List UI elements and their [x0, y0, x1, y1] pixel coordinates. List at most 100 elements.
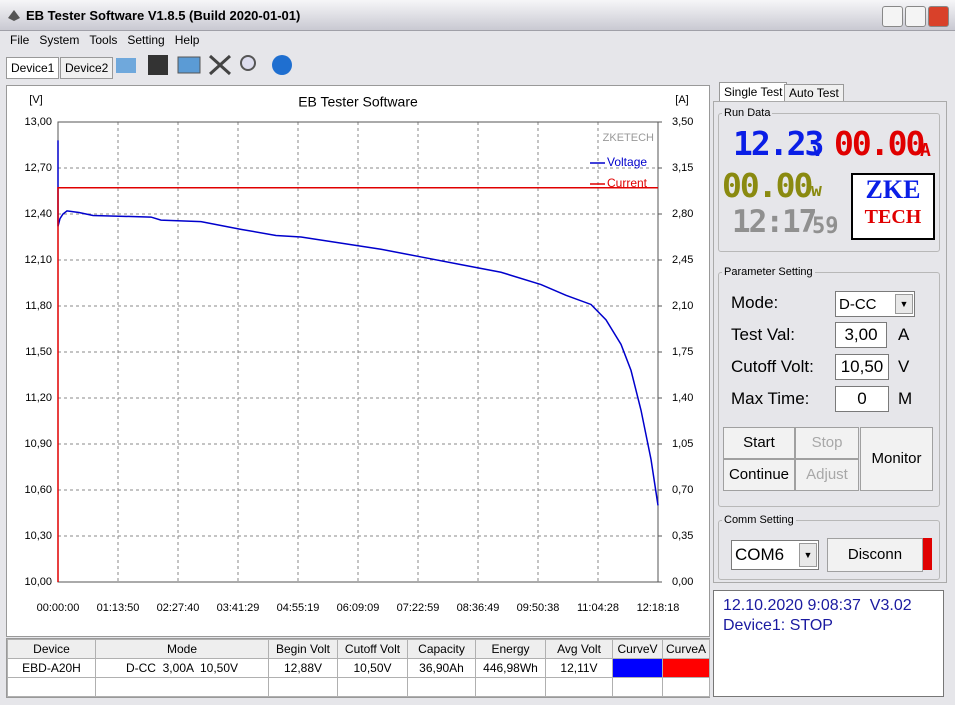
app-icon: [8, 10, 20, 21]
param-unit: A: [898, 325, 910, 344]
param-unit: M: [898, 389, 913, 408]
x-tick-label: 04:55:19: [277, 602, 320, 614]
mode-value: D-CC: [839, 296, 877, 313]
start-button[interactable]: Start: [723, 427, 795, 459]
port-value: COM6: [735, 545, 785, 564]
x-tick-label: 00:00:00: [37, 602, 80, 614]
comm-group: [718, 520, 940, 580]
header-cell: Capacity: [407, 639, 476, 659]
legend-label: Current: [607, 176, 648, 190]
y2-tick-label: 1,40: [672, 392, 693, 404]
toolbar: [116, 54, 292, 76]
y2-tick-label: 2,10: [672, 300, 693, 312]
y-tick-label: 12,40: [24, 208, 52, 220]
y-tick-label: 10,60: [24, 484, 52, 496]
monitor-button[interactable]: Monitor: [860, 427, 933, 491]
header-cell: Device: [7, 639, 96, 659]
x-tick-label: 09:50:38: [517, 602, 560, 614]
info-icon[interactable]: [272, 55, 292, 75]
port-select[interactable]: COM6 ▼: [731, 540, 819, 570]
parameter-group: [718, 272, 940, 507]
param-unit: V: [898, 357, 910, 376]
menu-item[interactable]: Tools: [89, 33, 118, 47]
param-input[interactable]: 3,00: [835, 322, 887, 348]
save-icon[interactable]: [148, 55, 168, 75]
x-tick-label: 08:36:49: [457, 602, 500, 614]
x-tick-label: 11:04:28: [577, 602, 619, 614]
side-tab[interactable]: Auto Test: [784, 84, 844, 102]
header-cell: Mode: [95, 639, 269, 659]
menu-item[interactable]: System: [39, 33, 80, 47]
current-display: 00.00: [834, 124, 925, 163]
param-label: Max Time:: [731, 389, 810, 408]
continue-button[interactable]: Continue: [723, 459, 795, 491]
menu-bar: File System Tools Setting Help: [10, 33, 209, 47]
image-icon[interactable]: [177, 56, 201, 74]
header-cell: Begin Volt: [268, 639, 338, 659]
cell: 12,11V: [545, 658, 613, 678]
header-cell: Cutoff Volt: [337, 639, 408, 659]
close-button[interactable]: [928, 6, 949, 27]
header-cell: Energy: [475, 639, 546, 659]
menu-item[interactable]: File: [10, 33, 30, 47]
power-unit: w: [811, 180, 822, 201]
data-line: [57, 140, 659, 506]
maximize-button[interactable]: [905, 6, 926, 27]
curve-a-swatch: [662, 658, 710, 678]
header-cell: Avg Volt: [545, 639, 613, 659]
y2-tick-label: 2,80: [672, 208, 693, 220]
param-input[interactable]: 0: [835, 386, 889, 412]
cell: 12,88V: [268, 658, 338, 678]
logo: ZKE TECH: [851, 173, 935, 240]
x-tick-label: 01:13:50: [97, 602, 140, 614]
dropdown-arrow[interactable]: ▼: [799, 543, 817, 567]
y2-tick-label: 0,00: [672, 576, 693, 588]
param-label: Mode:: [731, 293, 779, 312]
stop-button[interactable]: Stop: [795, 427, 859, 459]
chart: EB Tester Software [V] [A] 10,00 10,30 10,…: [24, 94, 693, 614]
title-bar: EB Tester Software V1.8.5 (Build 2020-01…: [0, 0, 955, 31]
menu-item[interactable]: Help: [174, 33, 200, 47]
result-table: Device Mode Begin Volt Cutoff Volt Capacity E…: [7, 639, 710, 697]
device-tab[interactable]: Device2: [60, 57, 114, 79]
x-tick-label: 02:27:40: [157, 602, 200, 614]
y2-tick-label: 0,70: [672, 484, 693, 496]
param-label: Test Val:: [731, 325, 795, 344]
status-box: 12.10.2020 9:08:37 V3.02 Device1: STOP: [713, 590, 944, 697]
tools-icon[interactable]: [208, 54, 232, 76]
y-tick-label: 10,90: [24, 438, 52, 450]
dropdown-arrow[interactable]: ▼: [895, 294, 913, 314]
y-tick-label: 11,50: [25, 346, 52, 358]
result-table-panel: Device Mode Begin Volt Cutoff Volt Capacity E…: [6, 638, 710, 698]
minimize-button[interactable]: [882, 6, 903, 27]
cell: EBD-A20H: [7, 658, 96, 678]
group-title: Parameter Setting: [722, 266, 815, 278]
open-icon[interactable]: [116, 58, 136, 73]
cell: 446,98Wh: [475, 658, 546, 678]
param-label: Cutoff Volt:: [731, 357, 814, 376]
y-tick-label: 12,10: [24, 254, 52, 266]
param-input[interactable]: 10,50: [835, 354, 889, 380]
y-tick-label: 10,00: [24, 576, 52, 588]
disconnect-button[interactable]: Disconn: [827, 538, 923, 572]
legend-label: Voltage: [607, 155, 647, 169]
device-tab[interactable]: Device1: [6, 57, 60, 79]
mode-select[interactable]: D-CC ▼: [835, 291, 915, 317]
chart-title: EB Tester Software: [298, 94, 418, 110]
status-line: Device1: STOP: [723, 617, 833, 634]
seconds-display: 59: [812, 214, 839, 239]
search-icon[interactable]: [240, 55, 256, 71]
y2-tick-label: 3,50: [672, 116, 693, 128]
side-tab[interactable]: Single Test: [719, 82, 788, 102]
logo-text: ZKE: [865, 175, 921, 204]
x-tick-label: 07:22:59: [397, 602, 440, 614]
header-cell: CurveA: [662, 639, 710, 659]
side-panel: [713, 101, 947, 583]
y2-tick-label: 1,05: [672, 438, 693, 450]
menu-item[interactable]: Setting: [127, 33, 165, 47]
x-tick-label: 03:41:29: [217, 602, 260, 614]
y-tick-label: 12,70: [24, 162, 52, 174]
adjust-button[interactable]: Adjust: [795, 459, 859, 491]
x-tick-label: 06:09:09: [337, 602, 380, 614]
